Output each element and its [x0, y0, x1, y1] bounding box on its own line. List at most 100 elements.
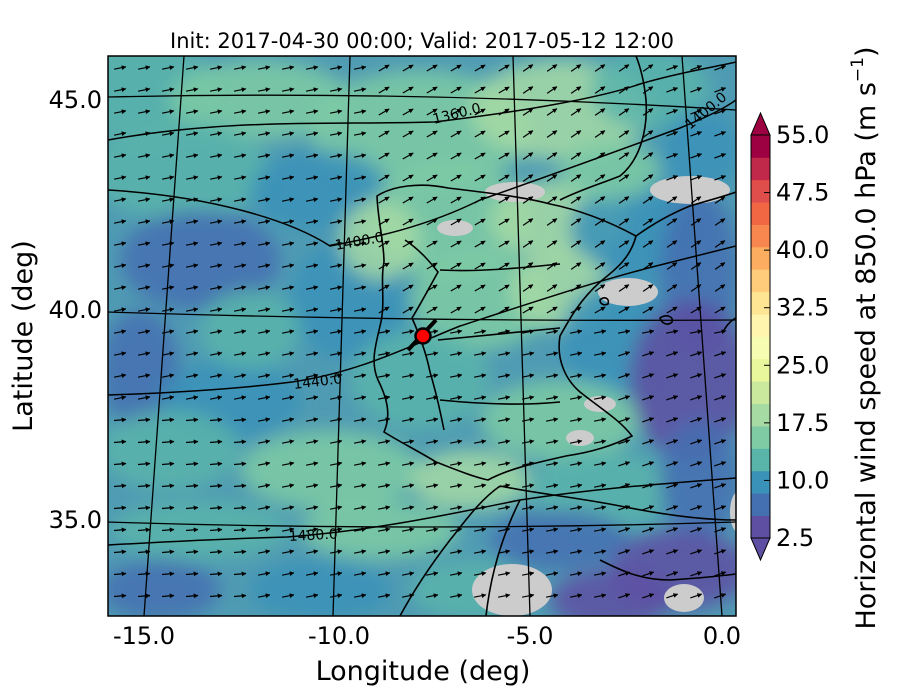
missing-data-patch	[730, 492, 736, 532]
x-tick-label: -15.0	[113, 622, 175, 650]
wind-arrow	[449, 373, 463, 379]
wind-arrow	[594, 64, 606, 72]
wind-arrow	[714, 461, 727, 467]
wind-arrow	[474, 64, 486, 72]
wind-arrow	[714, 65, 727, 71]
wind-speed-region	[108, 120, 270, 220]
wind-arrow	[233, 373, 247, 379]
wind-arrow	[137, 65, 151, 71]
colorbar-tick-label: 10.0	[776, 466, 829, 494]
wind-arrow	[209, 461, 223, 467]
wind-arrow	[161, 65, 175, 71]
wind-arrow	[569, 593, 583, 599]
wind-arrow	[137, 87, 151, 93]
missing-data-patch	[584, 396, 616, 412]
wind-arrow	[498, 196, 510, 204]
wind-arrow	[618, 593, 631, 599]
missing-data-patch	[650, 176, 730, 204]
wind-arrow	[353, 153, 367, 159]
wind-speed-region	[550, 570, 670, 616]
wind-arrow	[233, 109, 247, 115]
wind-arrow	[305, 263, 319, 269]
wind-arrow	[353, 439, 367, 445]
colorbar-segment	[751, 246, 770, 270]
wind-arrow	[305, 307, 319, 313]
wind-arrow	[450, 196, 462, 204]
wind-arrow	[425, 593, 439, 599]
wind-arrow	[185, 241, 199, 247]
wind-arrow	[497, 395, 511, 401]
wind-arrow	[521, 373, 535, 379]
wind-arrow	[665, 329, 679, 335]
wind-arrow	[474, 86, 486, 94]
colorbar-segment	[751, 358, 770, 382]
wind-arrow	[161, 285, 175, 291]
colorbar-segment	[751, 403, 770, 427]
wind-arrow	[689, 329, 703, 335]
wind-arrow	[642, 483, 655, 489]
wind-arrow	[305, 593, 319, 599]
wind-arrow	[353, 219, 367, 225]
wind-arrow	[497, 483, 511, 489]
wind-arrow	[185, 395, 199, 401]
wind-arrow	[353, 571, 367, 577]
wind-arrow	[618, 262, 630, 270]
wind-arrow	[570, 174, 582, 182]
wind-arrow	[569, 373, 583, 379]
wind-arrow	[209, 153, 223, 159]
coastline-segment	[439, 263, 561, 272]
wind-arrow	[474, 284, 486, 292]
wind-arrow	[690, 439, 703, 445]
wind-arrow	[450, 130, 462, 138]
wind-arrow	[281, 373, 295, 379]
wind-arrow	[497, 439, 511, 445]
wind-arrow	[161, 307, 175, 313]
wind-arrow	[233, 307, 247, 313]
colorbar-top-extension	[750, 111, 771, 136]
wind-arrow	[401, 461, 415, 467]
wind-arrow	[642, 505, 655, 511]
wind-arrow	[113, 153, 127, 159]
wind-arrow	[714, 306, 726, 314]
wind-arrow	[329, 109, 343, 115]
wind-arrow	[690, 284, 702, 292]
wind-arrow	[209, 439, 223, 445]
wind-arrow	[522, 262, 534, 270]
wind-arrow	[137, 131, 151, 137]
wind-arrow	[545, 351, 559, 357]
wind-arrow	[618, 174, 630, 182]
wind-arrow	[714, 175, 727, 181]
wind-arrow	[209, 527, 223, 533]
wind-arrow	[497, 373, 511, 379]
wind-arrow	[521, 395, 535, 401]
wind-arrow	[473, 483, 487, 489]
wind-arrow	[666, 395, 679, 401]
wind-speed-region	[560, 140, 660, 200]
wind-arrow	[353, 527, 367, 533]
wind-arrow	[690, 593, 703, 599]
wind-arrow	[449, 329, 463, 335]
wind-arrow	[521, 527, 535, 533]
wind-arrow	[545, 483, 559, 489]
wind-arrow	[545, 329, 559, 335]
wind-arrow	[281, 351, 295, 357]
wind-arrow	[377, 483, 391, 489]
wind-arrow	[449, 395, 463, 401]
wind-arrow	[353, 549, 367, 555]
wind-arrow	[546, 174, 558, 182]
wind-speed-region	[240, 430, 420, 510]
wind-arrow	[209, 307, 223, 313]
wind-arrow	[642, 64, 654, 72]
wind-arrow	[113, 351, 127, 357]
wind-arrow	[666, 373, 679, 379]
y-axis-label: Latitude (deg)	[8, 240, 39, 432]
wind-arrow	[425, 549, 439, 555]
wind-arrow	[329, 153, 343, 159]
wind-arrow	[425, 571, 439, 577]
wind-arrow	[257, 351, 271, 357]
wind-arrow	[570, 284, 582, 292]
wind-arrow	[594, 262, 606, 270]
colorbar: 55.0 47.5 40.0 32.5 25.0 17.5 10.0 2.5 Horizont…	[750, 46, 882, 630]
wind-arrow	[593, 483, 607, 489]
wind-arrow	[618, 130, 630, 138]
